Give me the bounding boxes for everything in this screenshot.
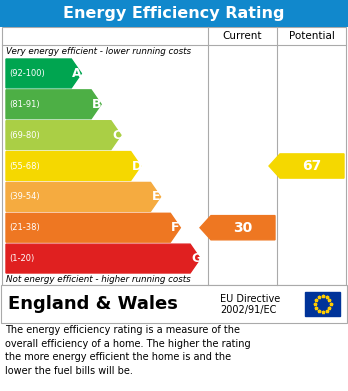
Text: Energy Efficiency Rating: Energy Efficiency Rating — [63, 6, 285, 21]
Text: Not energy efficient - higher running costs: Not energy efficient - higher running co… — [6, 274, 191, 283]
Text: The energy efficiency rating is a measure of the
overall efficiency of a home. T: The energy efficiency rating is a measur… — [5, 325, 251, 376]
Polygon shape — [6, 90, 101, 119]
Bar — [305, 292, 340, 316]
Text: (1-20): (1-20) — [9, 254, 34, 263]
Text: (21-38): (21-38) — [9, 223, 40, 232]
Text: 67: 67 — [302, 159, 322, 173]
Polygon shape — [269, 154, 344, 178]
Text: Current: Current — [223, 31, 262, 41]
Polygon shape — [6, 183, 160, 211]
Text: E: E — [151, 190, 160, 203]
Text: 2002/91/EC: 2002/91/EC — [220, 305, 276, 314]
Polygon shape — [6, 59, 81, 88]
Text: (81-91): (81-91) — [9, 100, 40, 109]
Text: EU Directive: EU Directive — [220, 294, 280, 303]
Text: C: C — [112, 129, 121, 142]
Polygon shape — [6, 213, 180, 242]
Text: A: A — [72, 67, 82, 80]
Polygon shape — [200, 215, 275, 240]
Text: Very energy efficient - lower running costs: Very energy efficient - lower running co… — [6, 47, 191, 57]
Text: (69-80): (69-80) — [9, 131, 40, 140]
Polygon shape — [6, 244, 200, 273]
Bar — [0, 0, 348, 27]
Text: (55-68): (55-68) — [9, 161, 40, 170]
Bar — [2, 27, 346, 285]
Text: (39-54): (39-54) — [9, 192, 40, 201]
Text: England & Wales: England & Wales — [8, 295, 178, 313]
Polygon shape — [6, 152, 141, 180]
Text: G: G — [191, 252, 201, 265]
Text: D: D — [132, 160, 142, 172]
Text: B: B — [92, 98, 102, 111]
Text: (92-100): (92-100) — [9, 69, 45, 78]
Bar — [1, 285, 347, 323]
Text: 30: 30 — [234, 221, 253, 235]
Text: F: F — [171, 221, 180, 234]
Text: Potential: Potential — [288, 31, 334, 41]
Polygon shape — [6, 121, 121, 150]
